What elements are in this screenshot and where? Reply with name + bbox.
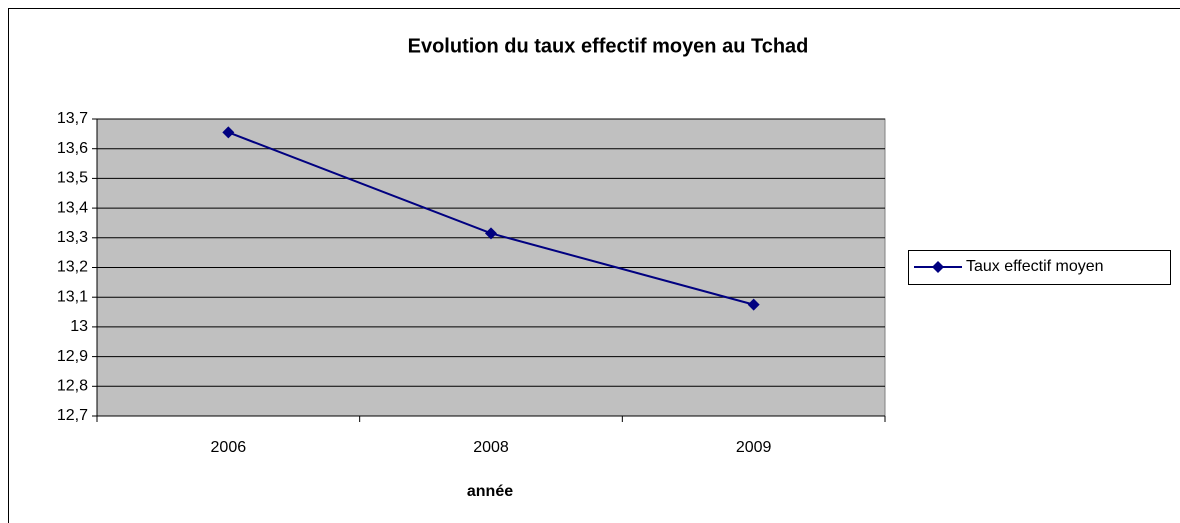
chart-title: Evolution du taux effectif moyen au Tcha… [408, 35, 809, 57]
legend-label: Taux effectif moyen [966, 258, 1104, 275]
y-tick-label: 13,2 [57, 259, 88, 276]
y-tick-label: 12,9 [57, 348, 88, 365]
legend-marker [932, 261, 944, 273]
y-tick-label: 13 [70, 318, 88, 335]
legend-box [908, 250, 1171, 285]
y-tick-label: 13,7 [57, 110, 88, 127]
y-tick-label: 13,4 [57, 199, 88, 216]
y-tick-label: 13,5 [57, 170, 88, 187]
x-axis-label: année [467, 483, 513, 500]
point-marker [222, 126, 235, 139]
point-marker [485, 227, 497, 240]
x-tick-label: 2009 [736, 439, 772, 456]
point-marker [747, 298, 760, 311]
y-tick-label: 13,6 [57, 140, 88, 157]
y-tick-label: 13,1 [57, 288, 88, 305]
x-tick-label: 2008 [473, 439, 509, 456]
y-tick-label: 12,7 [57, 407, 88, 424]
y-tick-label: 12,8 [57, 378, 88, 395]
x-tick-label: 2006 [211, 439, 247, 456]
y-tick-label: 13,3 [57, 229, 88, 246]
